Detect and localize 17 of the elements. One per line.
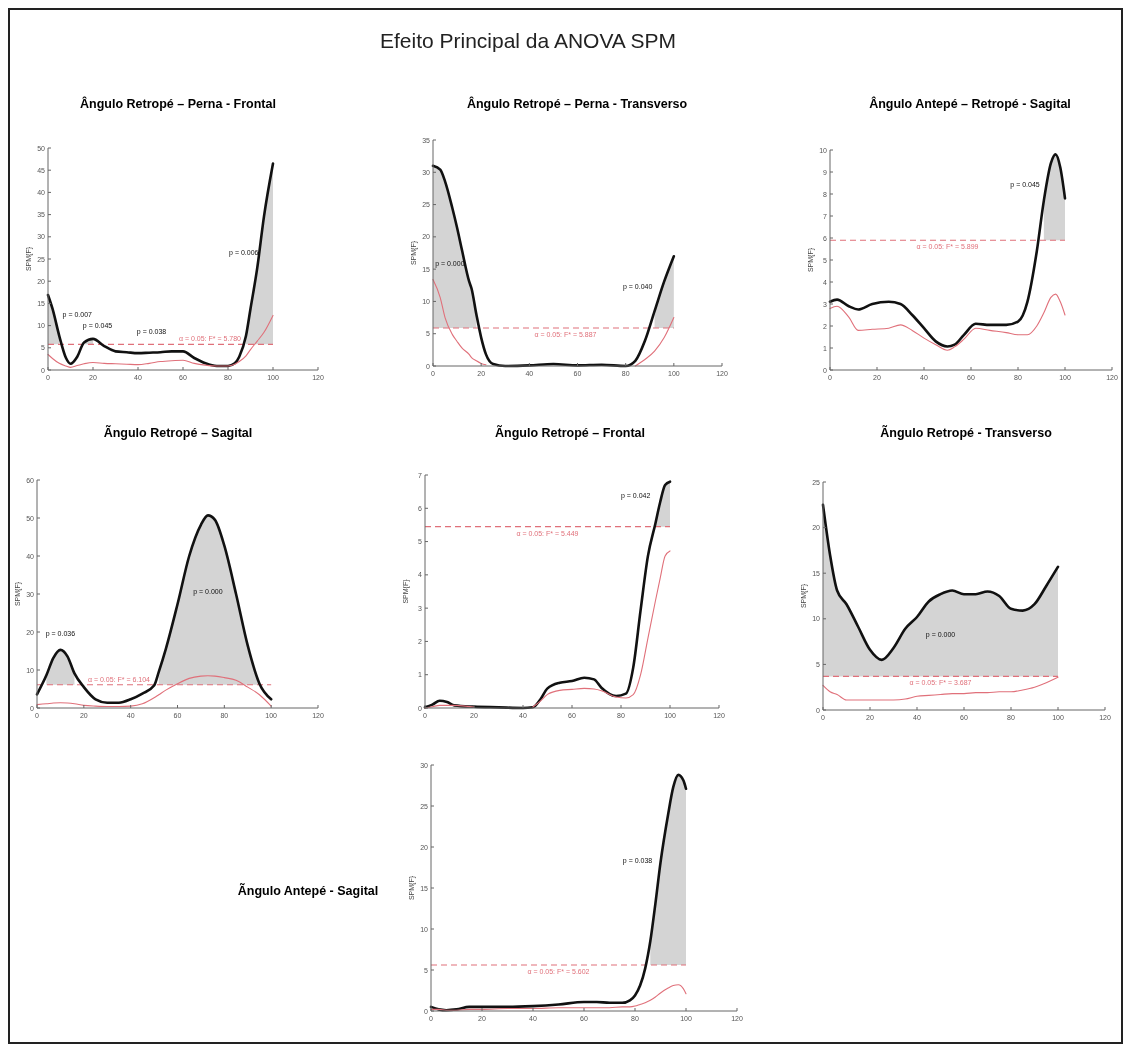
text: Ãngulo Antepé - Sagital — [237, 883, 379, 898]
line-series — [423, 480, 672, 710]
line-series — [828, 153, 1067, 348]
line-series — [431, 164, 676, 368]
line-series — [829, 293, 1066, 351]
chart-title: Ângulo Retropé – Perna - Transverso — [466, 96, 688, 111]
line-series — [47, 314, 274, 368]
line-series — [430, 984, 687, 1011]
line-series — [35, 514, 273, 704]
chart-title: Ângulo Retropé – Perna - Frontal — [80, 96, 276, 111]
chart-title: Ãngulo Retropé – Frontal — [495, 425, 645, 440]
line-series — [429, 773, 688, 1012]
chart-title: Ãngulo Retropé – Sagital — [103, 425, 253, 440]
chart-title: Ãngulo Retropé - Transverso — [880, 425, 1053, 440]
line-series — [36, 675, 272, 708]
text: Efeito Principal da ANOVA SPM — [379, 29, 677, 52]
chart-title: Ângulo Antepé – Retropé - Sagital — [869, 96, 1071, 111]
